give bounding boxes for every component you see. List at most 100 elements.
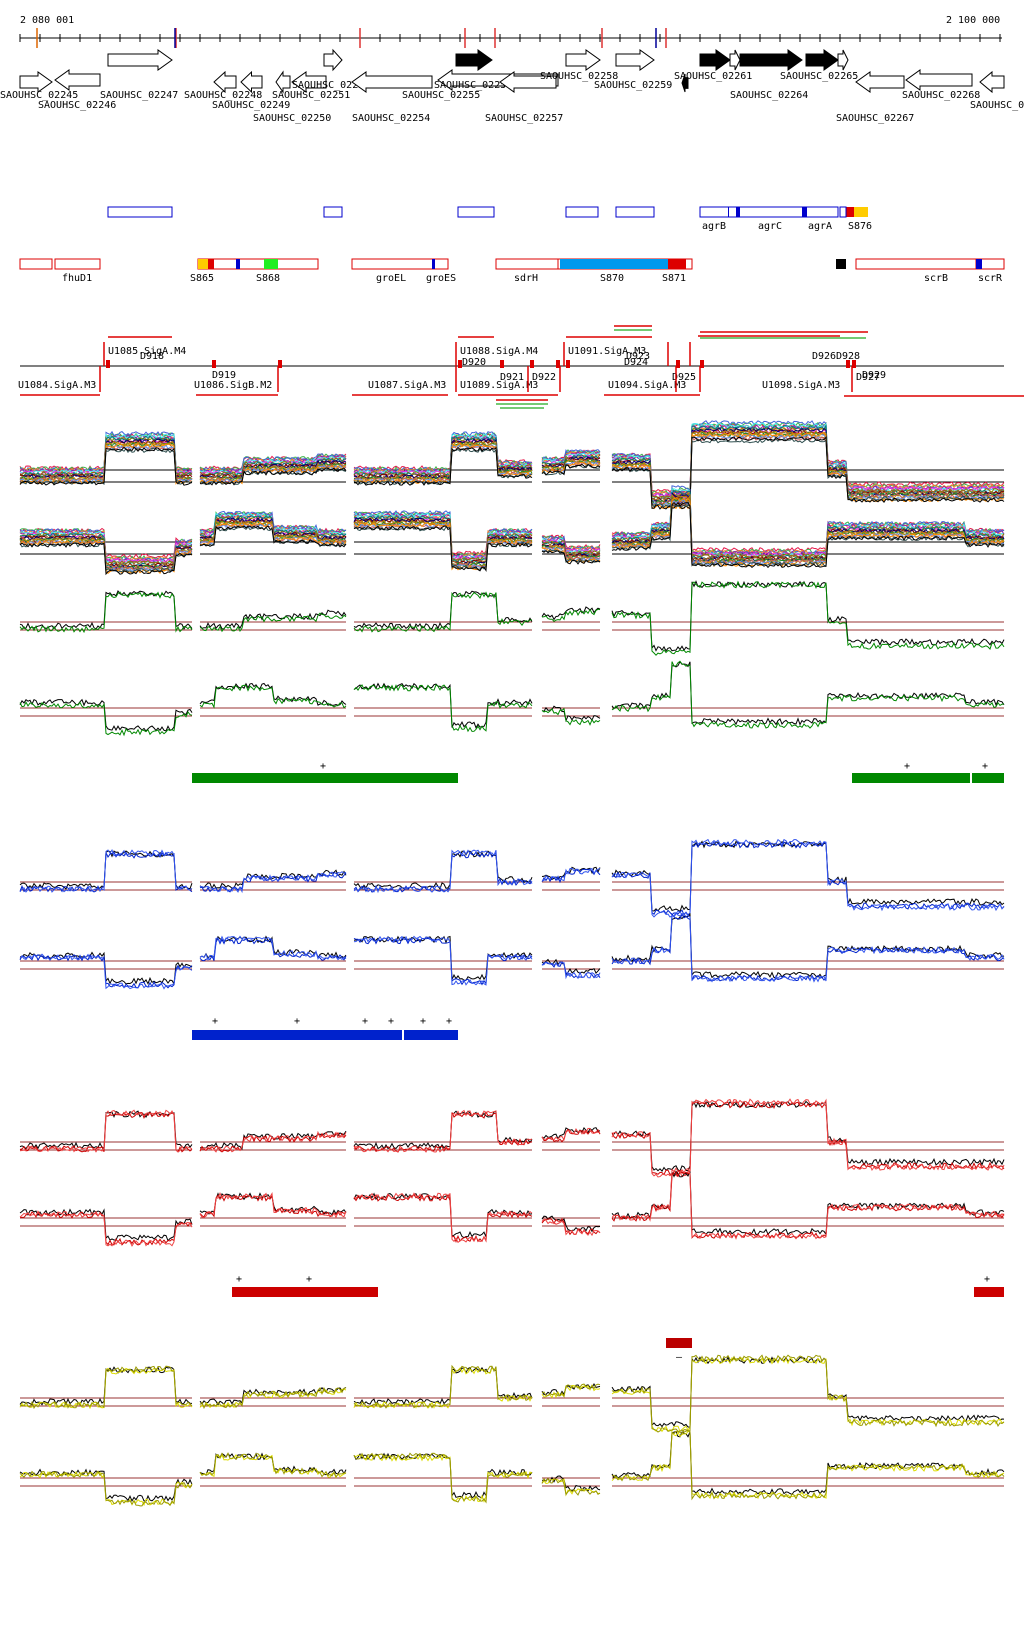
feature-box (839, 206, 847, 218)
significance-mark: + (420, 1016, 426, 1027)
gene-saouhsc_02248: SAOUHSC_02248 (184, 70, 262, 101)
gene-label: SAOUHSC_02250 (253, 113, 331, 124)
transcript-label: D929 (862, 370, 886, 381)
coordinate-ruler: 2 080 001 2 100 000 (19, 15, 1002, 48)
expression-trace (353, 445, 533, 483)
expression-trace (353, 1452, 533, 1504)
significance-bar (972, 773, 1004, 783)
transcript-label: D924 (624, 357, 648, 368)
expression-trace (541, 456, 601, 469)
gene-label: SAOUHSC_02264 (730, 90, 808, 101)
expression-trace (541, 1478, 601, 1497)
significance-bar (232, 1287, 378, 1297)
expression-trace (541, 1128, 601, 1143)
feature-marker (668, 259, 686, 269)
transcript-label: U1098.SigA.M3 (762, 380, 840, 391)
gene-arrow (499, 71, 557, 93)
gene-label: SAOUHSC_02257 (485, 113, 563, 124)
gene-label: SAOUHSC_02246 (38, 100, 116, 111)
gene-label: SAOUHSC_02259 (594, 80, 672, 91)
expression-trace (199, 1386, 347, 1410)
expression-trace (199, 525, 347, 548)
significance-mark: + (212, 1016, 218, 1027)
gene-arrow (699, 49, 731, 71)
transcript-label: D923 (626, 351, 650, 362)
expression-trace (199, 1130, 347, 1153)
expression-trace (199, 467, 347, 486)
promoter-marker (530, 360, 534, 368)
gene-saouhsc_02257: SAOUHSC_02257 (485, 71, 563, 124)
gene-arrow (855, 71, 905, 93)
feature-box (197, 258, 319, 270)
feature-label: groEL (376, 273, 406, 284)
feature-box (323, 206, 343, 218)
expression-trace (611, 433, 1005, 508)
feature-marker (846, 207, 854, 217)
expression-trace (353, 519, 533, 567)
expression-trace (541, 449, 601, 462)
expression-trace (199, 1452, 347, 1478)
expression-trace (19, 1365, 193, 1410)
expression-trace (353, 514, 533, 564)
feature-label: groES (426, 273, 456, 284)
expression-trace (199, 457, 347, 476)
feature-marker (736, 207, 740, 217)
feature-marker (976, 259, 982, 269)
feature-label: fhuD1 (62, 273, 92, 284)
transcript-label: D926 (812, 351, 836, 362)
expression-trace (611, 660, 1005, 729)
gene-arrow (240, 70, 263, 94)
significance-mark: + (984, 1274, 990, 1285)
expression-trace (611, 838, 1005, 918)
expression-trace (199, 455, 347, 475)
transcript-label: D925 (672, 372, 696, 383)
expression-trace (541, 707, 601, 726)
expression-trace (353, 849, 533, 894)
expression-trace (611, 1356, 1005, 1433)
expression-trace (19, 440, 193, 482)
transcript-label: D922 (532, 372, 556, 383)
ruler-ticks (19, 28, 1001, 48)
gene-saouhsc_02264: SAOUHSC_02264 (730, 49, 808, 101)
feature-box (699, 206, 839, 218)
expression-trace (19, 1109, 193, 1153)
expression-trace (19, 446, 193, 486)
promoter-marker (212, 360, 216, 368)
significance-mark: + (236, 1274, 242, 1285)
transcript-label: U1091.SigA.M3 (568, 346, 646, 357)
gene-saouhsc_02245: SAOUHSC_02245 (0, 71, 78, 101)
expression-trace (611, 840, 1005, 916)
gene-arrow (275, 70, 291, 94)
expression-trace (541, 1477, 601, 1496)
significance-bar (404, 1030, 458, 1040)
expression-trace (541, 549, 601, 565)
gene-label: SAOUHSC_02255 (402, 90, 480, 101)
transcript-label: D918 (140, 351, 164, 362)
gene-arrow (213, 70, 237, 94)
feature-marker (198, 259, 208, 269)
expression-trace (19, 698, 193, 732)
feature-label: S868 (256, 273, 280, 284)
gene-saouhsc_02256: SAOUHSC_02256 (434, 49, 512, 91)
expression-trace (199, 871, 347, 894)
ruler-start-label: 2 080 001 (20, 15, 74, 26)
feature-label: agrB (702, 221, 726, 232)
gene-saouhsc_02250: SAOUHSC_02250 (253, 70, 331, 124)
gene-saouhsc_02252: SAOUHSC_02252 (292, 48, 370, 91)
expression-trace (199, 1131, 347, 1153)
expression-trace (353, 850, 533, 890)
expression-trace (541, 538, 601, 554)
promoter-marker (278, 360, 282, 368)
gene-saouhsc_02249: SAOUHSC_02249 (212, 70, 290, 111)
gene-saouhsc_02251: SAOUHSC_02251 (272, 71, 350, 101)
gene-arrow (107, 49, 173, 71)
gene-arrow (323, 48, 343, 72)
expression-trace (353, 435, 533, 474)
significance-bar (852, 773, 970, 783)
expression-trace (19, 1470, 193, 1507)
expression-trace (541, 548, 601, 563)
feature-label: agrA (808, 221, 832, 232)
expression-trace (353, 1192, 533, 1239)
expression-trace (541, 961, 601, 980)
promoter-marker (700, 360, 704, 368)
